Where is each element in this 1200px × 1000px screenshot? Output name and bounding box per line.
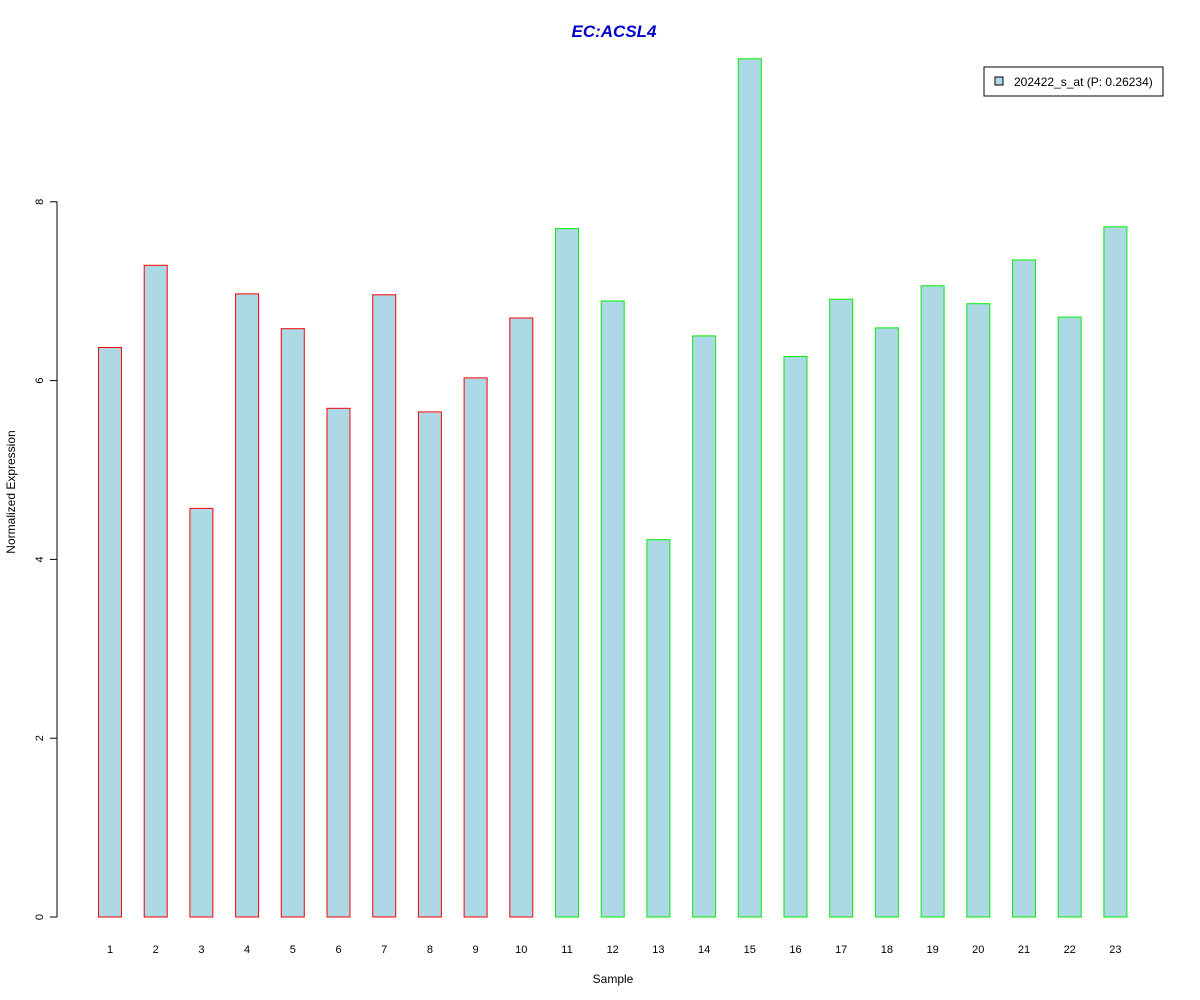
x-tick-label: 14 <box>698 944 710 956</box>
x-tick-label: 11 <box>561 944 572 956</box>
x-axis-label: Sample <box>593 972 634 986</box>
x-tick-label: 13 <box>652 944 664 956</box>
x-tick-label: 6 <box>335 944 341 956</box>
bar-sample-6 <box>326 407 351 918</box>
y-axis-label: Normalized Expression <box>4 430 18 553</box>
y-tick-label: 8 <box>34 199 46 205</box>
chart-title: EC:ACSL4 <box>571 22 657 41</box>
bar-sample-11 <box>555 228 579 918</box>
x-tick-label: 15 <box>744 944 756 956</box>
legend-swatch <box>994 76 1004 86</box>
bar-sample-20 <box>966 303 991 918</box>
bar-sample-15 <box>737 58 762 918</box>
x-tick-label: 9 <box>473 944 479 956</box>
bar-sample-22 <box>1057 316 1082 918</box>
legend-entry: 202422_s_at (P: 0.26234) <box>1014 75 1153 89</box>
x-tick-label: 8 <box>427 944 433 956</box>
x-tick-label: 10 <box>515 944 527 956</box>
x-tick-label: 5 <box>290 944 296 956</box>
x-tick-label: 12 <box>607 944 619 956</box>
x-tick-label: 3 <box>198 944 204 956</box>
y-axis: 0 2 4 6 8 <box>34 199 58 920</box>
x-tick-label: 22 <box>1064 944 1076 956</box>
y-tick-label: 4 <box>34 556 46 562</box>
x-tick-label: 7 <box>381 944 387 956</box>
bar-sample-5 <box>280 328 305 918</box>
x-tick-label: 21 <box>1018 944 1030 956</box>
y-tick-label: 6 <box>34 378 46 384</box>
bars <box>98 58 1128 918</box>
y-tick-label: 0 <box>34 914 46 920</box>
bar-sample-23 <box>1103 226 1128 918</box>
x-tick-label: 19 <box>926 944 938 956</box>
bar-sample-2 <box>143 264 168 918</box>
bar-sample-9 <box>463 377 488 918</box>
x-tick-label: 4 <box>244 944 250 956</box>
x-tick-label: 1 <box>107 944 113 956</box>
bar-sample-14 <box>692 335 717 918</box>
bar-sample-21 <box>1012 259 1036 918</box>
x-tick-label: 17 <box>835 944 847 956</box>
bar-sample-4 <box>235 293 260 918</box>
legend: 202422_s_at (P: 0.26234) <box>983 66 1164 97</box>
bar-sample-1 <box>98 347 122 918</box>
bar-sample-12 <box>600 300 625 918</box>
bar-sample-10 <box>509 317 534 918</box>
bar-sample-7 <box>372 294 397 918</box>
x-tick-labels: 1 2 3 4 5 6 7 8 9 10 11 12 13 14 15 16 17 18 19 20 21 22 23 <box>107 944 1122 956</box>
bar-sample-18 <box>874 327 899 918</box>
y-tick-label: 2 <box>34 735 46 741</box>
bar-sample-13 <box>646 539 671 918</box>
bar-sample-16 <box>783 356 808 918</box>
x-tick-label: 18 <box>881 944 893 956</box>
bar-sample-8 <box>417 411 442 918</box>
bar-sample-3 <box>189 507 214 918</box>
x-tick-label: 16 <box>789 944 801 956</box>
bar-sample-19 <box>920 285 945 918</box>
bar-sample-17 <box>829 298 854 918</box>
x-tick-label: 20 <box>972 944 984 956</box>
x-tick-label: 23 <box>1109 944 1121 956</box>
x-tick-label: 2 <box>153 944 159 956</box>
legend-box <box>983 66 1164 97</box>
